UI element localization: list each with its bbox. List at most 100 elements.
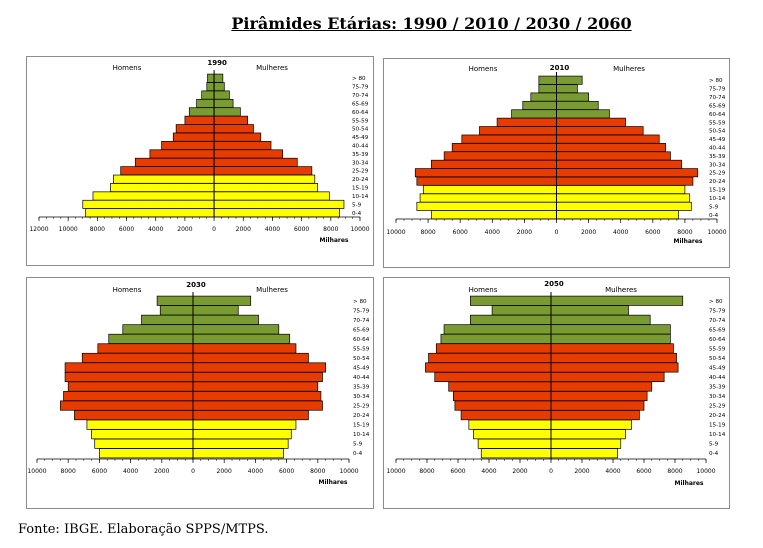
x-tick-label: 8000 bbox=[677, 229, 692, 236]
bar-women bbox=[550, 362, 679, 373]
bar-men bbox=[470, 314, 552, 325]
x-tick-label: 8000 bbox=[90, 226, 105, 233]
bar-women bbox=[192, 333, 291, 344]
bar-women bbox=[192, 410, 309, 421]
age-group-label: 60-64 bbox=[353, 337, 370, 343]
bar-men bbox=[538, 84, 557, 94]
age-group-label: 65-69 bbox=[709, 327, 726, 333]
bar-men bbox=[74, 410, 194, 421]
x-tick-label: 2000 bbox=[574, 468, 589, 475]
age-group-label: 25-29 bbox=[353, 404, 370, 410]
bar-women bbox=[550, 419, 632, 430]
bar-men bbox=[422, 185, 557, 195]
bar-women bbox=[550, 391, 648, 402]
bar-men bbox=[156, 295, 194, 306]
age-group-label: 30-34 bbox=[352, 160, 369, 166]
age-group-label: 45-49 bbox=[709, 365, 726, 371]
age-group-label: 10-14 bbox=[709, 432, 726, 438]
bar-men bbox=[81, 352, 194, 363]
age-group-label: 40-44 bbox=[709, 146, 726, 152]
x-tick-label: 6000 bbox=[119, 226, 134, 233]
bar-women bbox=[192, 305, 239, 316]
bar-women bbox=[550, 324, 671, 335]
bar-women bbox=[556, 143, 666, 152]
age-group-label: 70-74 bbox=[709, 95, 726, 101]
bar-men bbox=[430, 159, 557, 169]
x-tick-label: 6000 bbox=[636, 468, 651, 475]
x-tick-label: 12000 bbox=[29, 226, 48, 233]
bar-men bbox=[206, 82, 215, 92]
age-group-label: 50-54 bbox=[709, 356, 726, 362]
age-group-label: 30-34 bbox=[709, 162, 726, 168]
bar-men bbox=[64, 371, 194, 383]
bar-men bbox=[443, 151, 557, 161]
women-label: Mulheres bbox=[256, 286, 288, 294]
age-group-label: 20-24 bbox=[352, 177, 369, 183]
bar-women bbox=[213, 191, 330, 201]
bar-men bbox=[473, 429, 552, 440]
age-group-label: > 80 bbox=[709, 299, 723, 305]
age-group-label: 5-9 bbox=[352, 202, 362, 208]
age-group-label: 5-9 bbox=[353, 442, 363, 448]
age-group-label: 40-44 bbox=[353, 375, 370, 381]
pyramid-panel-1: 1990 Homens Mulheres > 80 75-79 70-74 65-69 60-… bbox=[26, 56, 374, 266]
age-group-label: 35-39 bbox=[709, 154, 726, 160]
bar-women bbox=[213, 141, 272, 150]
bar-men bbox=[468, 419, 552, 430]
age-group-label: 40-44 bbox=[352, 144, 369, 150]
bar-women bbox=[213, 166, 313, 176]
bar-men bbox=[60, 400, 194, 411]
bar-women bbox=[556, 109, 610, 119]
chart-title: 1990 bbox=[207, 59, 227, 67]
bar-men bbox=[425, 362, 552, 373]
x-tick-label: 4000 bbox=[248, 468, 263, 475]
x-tick-label: 4000 bbox=[481, 468, 496, 475]
x-axis-title: Milhares bbox=[318, 479, 347, 486]
bar-women bbox=[556, 134, 660, 144]
bar-women bbox=[556, 159, 683, 169]
x-axis-title: Milhares bbox=[319, 237, 348, 244]
bar-women bbox=[192, 400, 323, 411]
x-tick-label: 2000 bbox=[177, 226, 192, 233]
pyramid-chart-3: 2030 Homens Mulheres > 80 75-79 70-74 65-69 60-… bbox=[27, 281, 370, 486]
bar-men bbox=[113, 174, 215, 184]
x-tick-label: 2000 bbox=[217, 468, 232, 475]
bar-women bbox=[213, 107, 241, 117]
chart-title: 2010 bbox=[550, 64, 570, 72]
women-label: Mulheres bbox=[613, 65, 645, 73]
x-tick-label: 10000 bbox=[707, 229, 726, 236]
bar-men bbox=[99, 448, 194, 459]
men-label: Homens bbox=[113, 64, 142, 72]
bar-women bbox=[192, 438, 289, 449]
x-axis-title: Milhares bbox=[673, 238, 702, 245]
bar-men bbox=[196, 98, 215, 108]
bar-men bbox=[120, 166, 215, 176]
age-group-label: 45-49 bbox=[709, 137, 726, 143]
bar-men bbox=[108, 333, 194, 344]
x-tick-label: 8000 bbox=[323, 226, 338, 233]
x-tick-label: 10000 bbox=[339, 468, 358, 475]
chart-title: 2030 bbox=[186, 281, 206, 289]
x-tick-label: 6000 bbox=[279, 468, 294, 475]
bar-women bbox=[550, 352, 677, 363]
bar-men bbox=[85, 208, 215, 218]
bar-women bbox=[192, 314, 259, 325]
x-tick-label: 10000 bbox=[350, 226, 369, 233]
age-group-label: 50-54 bbox=[709, 129, 726, 135]
x-tick-label: 6000 bbox=[294, 226, 309, 233]
bar-men bbox=[63, 391, 194, 402]
age-group-label: 50-54 bbox=[353, 356, 370, 362]
x-tick-label: 0 bbox=[555, 229, 559, 236]
bar-men bbox=[92, 191, 215, 201]
x-tick-label: 8000 bbox=[420, 229, 435, 236]
age-group-label: 25-29 bbox=[709, 404, 726, 410]
bar-men bbox=[479, 126, 557, 136]
x-tick-label: 0 bbox=[549, 468, 553, 475]
pyramid-panel-4: 2050 Homens Mulheres > 80 75-79 70-74 65-69 60-… bbox=[383, 277, 730, 509]
bar-women bbox=[213, 183, 319, 193]
x-tick-label: 10000 bbox=[59, 226, 78, 233]
age-group-label: 30-34 bbox=[709, 394, 726, 400]
bar-women bbox=[556, 210, 679, 220]
age-group-label: 75-79 bbox=[352, 85, 369, 91]
x-tick-label: 4000 bbox=[485, 229, 500, 236]
